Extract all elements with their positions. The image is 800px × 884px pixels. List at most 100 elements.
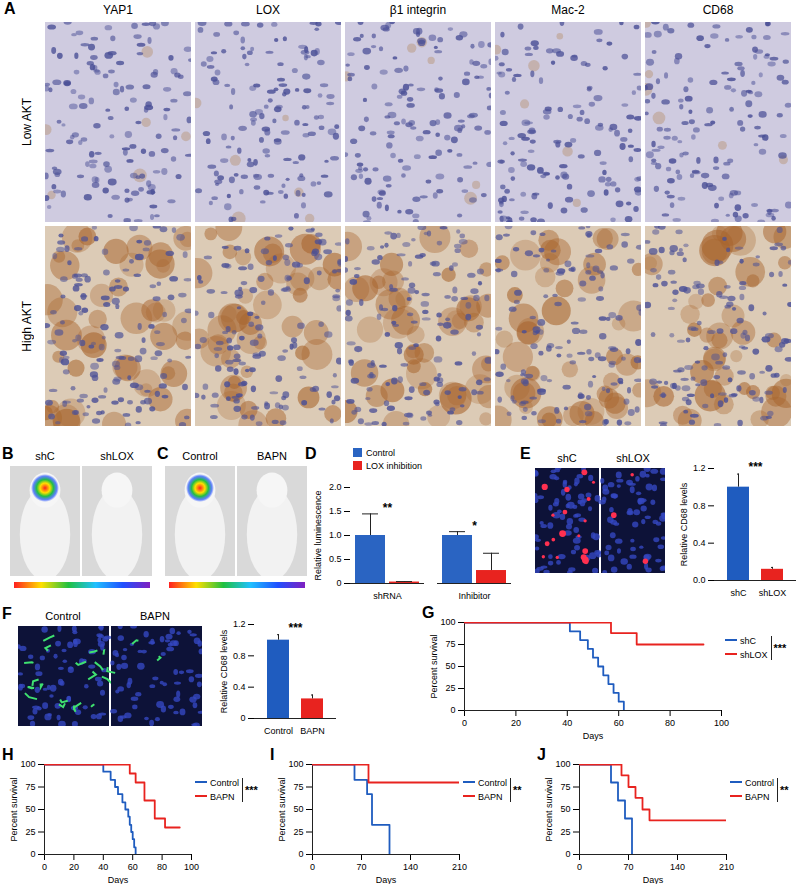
svg-text:Days: Days (376, 875, 397, 884)
svg-text:1.2: 1.2 (233, 619, 246, 629)
svg-text:1.0: 1.0 (329, 530, 342, 540)
svg-text:100: 100 (555, 759, 570, 769)
svg-text:140: 140 (670, 862, 685, 872)
svg-text:0.4: 0.4 (233, 682, 246, 692)
html-text:High AKT: High AKT (20, 300, 34, 352)
svg-text:2.0: 2.0 (329, 482, 342, 492)
svg-text:Days: Days (583, 731, 604, 741)
html-text:LOX inhibition: LOX inhibition (366, 461, 422, 471)
svg-text:50: 50 (25, 804, 35, 814)
svg-text:75: 75 (560, 782, 570, 792)
html-text:shC: shC (740, 636, 756, 646)
svg-text:shRNA: shRNA (373, 591, 402, 601)
html-text:C: C (157, 445, 169, 462)
html-text:shLOX: shLOX (100, 450, 134, 462)
svg-text:50: 50 (445, 661, 455, 671)
svg-text:shLOX: shLOX (759, 588, 787, 598)
svg-text:Days: Days (108, 875, 129, 884)
html-text:LOX: LOX (256, 3, 280, 17)
html-text:F: F (2, 605, 12, 622)
svg-text:75: 75 (293, 782, 303, 792)
html-text:YAP1: YAP1 (103, 3, 133, 17)
html-text:Mac-2: Mac-2 (551, 3, 585, 17)
svg-text:0.8: 0.8 (693, 501, 706, 511)
html-text:CD68: CD68 (702, 3, 734, 17)
svg-text:0: 0 (462, 718, 467, 728)
svg-text:25: 25 (25, 827, 35, 837)
svg-text:60: 60 (128, 862, 138, 872)
svg-text:0: 0 (30, 849, 35, 859)
html-text:shLOX: shLOX (616, 452, 650, 464)
svg-text:***: *** (288, 621, 302, 635)
svg-text:0: 0 (42, 862, 47, 872)
html-text:β1 integrin: β1 integrin (389, 3, 447, 17)
html-text:BAPN: BAPN (140, 610, 170, 622)
svg-text:210: 210 (719, 862, 734, 872)
svg-text:100: 100 (20, 759, 35, 769)
svg-text:75: 75 (445, 639, 455, 649)
html-text:D: D (305, 445, 317, 462)
svg-text:shC: shC (730, 588, 747, 598)
html-text:shC: shC (557, 452, 577, 464)
html-text:BAPN: BAPN (257, 450, 287, 462)
html-text:A: A (4, 0, 16, 17)
html-text:G: G (422, 604, 435, 621)
svg-text:0.5: 0.5 (329, 554, 342, 564)
html-text:H: H (2, 746, 14, 763)
svg-text:100: 100 (714, 718, 729, 728)
svg-text:100: 100 (440, 617, 455, 627)
svg-text:Inhibitor: Inhibitor (458, 591, 490, 601)
html-text:shC: shC (35, 450, 55, 462)
svg-text:Days: Days (643, 875, 664, 884)
svg-text:0: 0 (298, 849, 303, 859)
svg-text:20: 20 (69, 862, 79, 872)
svg-text:25: 25 (445, 683, 455, 693)
svg-text:70: 70 (356, 862, 366, 872)
svg-text:40: 40 (98, 862, 108, 872)
svg-text:60: 60 (614, 718, 624, 728)
svg-text:Relative CD68 levels: Relative CD68 levels (219, 629, 229, 713)
svg-text:1.2: 1.2 (693, 463, 706, 473)
html-text:B: B (2, 445, 14, 462)
svg-text:Percent survival: Percent survival (9, 777, 19, 841)
svg-text:Control: Control (264, 726, 293, 736)
svg-text:50: 50 (560, 804, 570, 814)
svg-text:210: 210 (452, 862, 467, 872)
svg-text:0: 0 (336, 578, 341, 588)
svg-text:75: 75 (25, 782, 35, 792)
svg-text:0.8: 0.8 (233, 651, 246, 661)
svg-text:100: 100 (288, 759, 303, 769)
svg-text:**: ** (383, 501, 393, 515)
svg-text:25: 25 (293, 827, 303, 837)
svg-text:***: *** (748, 460, 762, 474)
html-text:Control: Control (366, 448, 395, 458)
svg-text:50: 50 (293, 804, 303, 814)
svg-text:*: * (472, 519, 477, 533)
svg-text:80: 80 (665, 718, 675, 728)
svg-text:70: 70 (623, 862, 633, 872)
html-text:E: E (520, 445, 531, 462)
html-text:Control: Control (45, 610, 81, 622)
svg-text:20: 20 (511, 718, 521, 728)
svg-text:0.0: 0.0 (693, 575, 706, 585)
svg-text:Percent survival: Percent survival (544, 777, 554, 841)
svg-text:Percent survival: Percent survival (277, 777, 287, 841)
svg-text:100: 100 (184, 862, 199, 872)
svg-text:BAPN: BAPN (300, 726, 325, 736)
svg-text:Relative CD68 levels: Relative CD68 levels (679, 482, 689, 566)
svg-text:Relative luminescence: Relative luminescence (313, 490, 323, 580)
svg-text:0: 0 (577, 862, 582, 872)
svg-text:0: 0 (450, 705, 455, 715)
svg-text:40: 40 (562, 718, 572, 728)
svg-text:0: 0 (565, 849, 570, 859)
svg-text:0: 0 (310, 862, 315, 872)
svg-text:80: 80 (157, 862, 167, 872)
svg-text:25: 25 (560, 827, 570, 837)
svg-text:0.4: 0.4 (693, 538, 706, 548)
svg-text:1.5: 1.5 (329, 506, 342, 516)
svg-text:Percent survival: Percent survival (429, 634, 439, 698)
html-text:Low AKT: Low AKT (20, 98, 34, 146)
svg-text:140: 140 (403, 862, 418, 872)
html-text:Control: Control (182, 450, 218, 462)
svg-text:0: 0 (240, 713, 245, 723)
